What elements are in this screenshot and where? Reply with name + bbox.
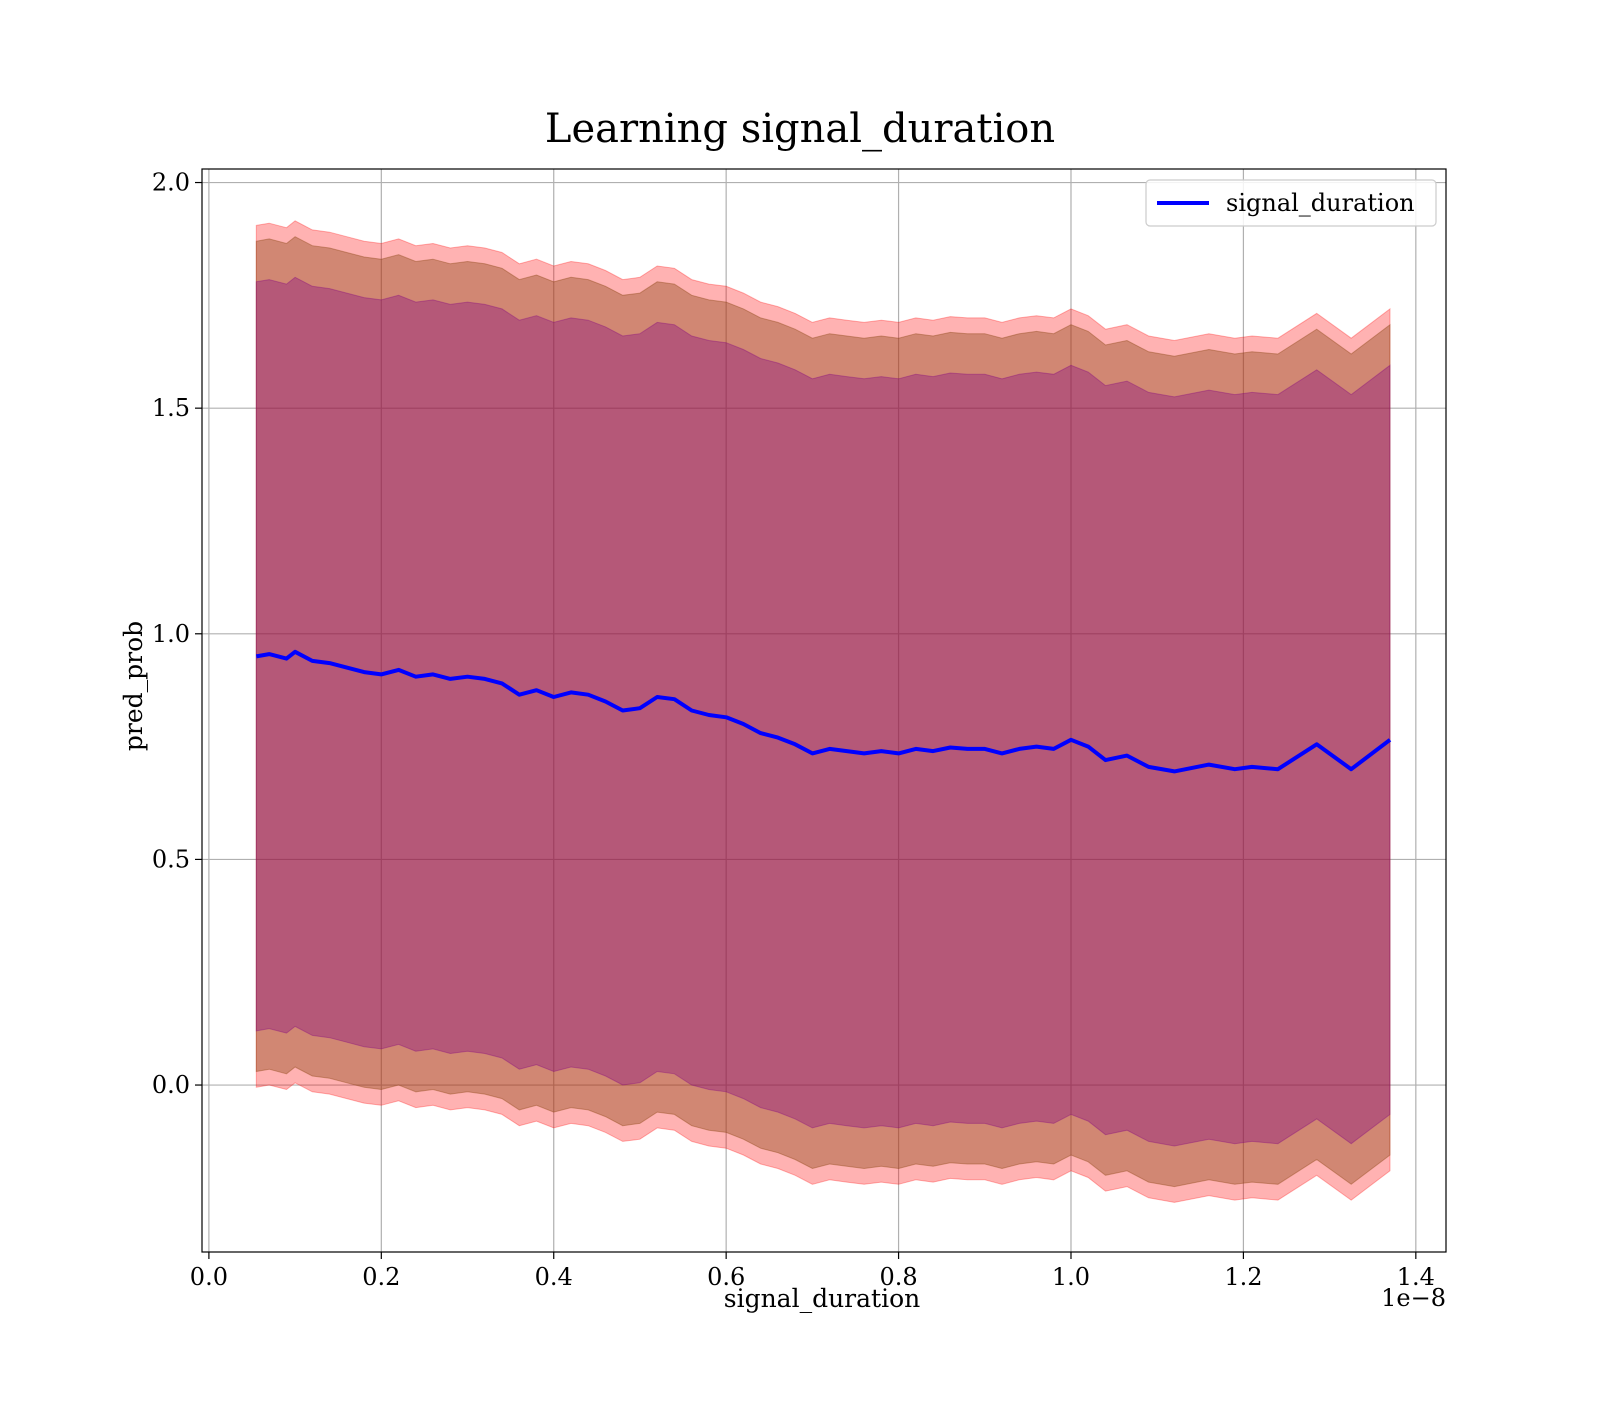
x-axis-offset-label: 1e−8 (1381, 1284, 1446, 1312)
legend: signal_duration (1145, 179, 1437, 227)
tick-layer: 0.0 0.2 0.4 0.6 0.8 1.0 1.2 1.4 0.0 0.5 1.0 1.5 2.0 (152, 169, 1435, 1291)
confidence-band-inner (255, 276, 1391, 1147)
chart-title: Learning signal_duration (545, 106, 1055, 152)
x-tick-label: 1.0 (1052, 1263, 1090, 1291)
x-tick-label: 0.4 (535, 1263, 573, 1291)
plot-frame (201, 168, 1447, 1253)
x-tick-label: 0.6 (707, 1263, 745, 1291)
x-axis-label: signal_duration (724, 1284, 920, 1313)
x-tick-label: 1.4 (1397, 1263, 1435, 1291)
y-tick-label: 1.0 (152, 620, 190, 648)
x-tick-label: 0.2 (362, 1263, 400, 1291)
series-line-signal-duration (255, 649, 1392, 774)
y-tick-label: 0.0 (152, 1071, 190, 1099)
y-tick-label: 1.5 (152, 394, 190, 422)
x-tick-label: 1.2 (1224, 1263, 1262, 1291)
confidence-band-middle (255, 236, 1391, 1188)
y-tick-label: 2.0 (152, 169, 190, 197)
legend-box (1145, 179, 1437, 227)
x-tick-label: 0.0 (190, 1263, 228, 1291)
confidence-band-outer (255, 220, 1391, 1203)
legend-label: signal_duration (1226, 189, 1415, 217)
y-axis-label: pred_prob (119, 621, 148, 751)
band-layer (255, 220, 1391, 1203)
x-tick-label: 0.8 (879, 1263, 917, 1291)
y-tick-label: 0.5 (152, 845, 190, 873)
line-layer (255, 649, 1392, 774)
